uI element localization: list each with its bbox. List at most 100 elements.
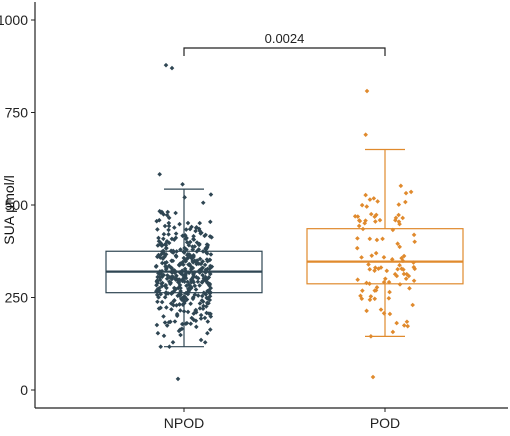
data-point: [355, 277, 360, 283]
data-point: [155, 287, 160, 292]
data-point: [189, 315, 195, 321]
data-point: [197, 269, 203, 275]
data-point: [175, 293, 181, 299]
data-point: [375, 199, 380, 204]
data-point: [398, 183, 404, 189]
data-point: [182, 266, 188, 272]
data-point: [195, 293, 201, 298]
data-point: [159, 299, 165, 305]
y-tick-label: 1000: [0, 12, 28, 28]
data-point: [188, 321, 194, 327]
data-point: [362, 220, 368, 226]
data-point: [182, 245, 187, 251]
data-point: [396, 202, 402, 207]
data-point: [161, 251, 167, 256]
data-point: [191, 233, 196, 239]
data-point: [185, 220, 191, 226]
data-point: [163, 62, 169, 68]
data-point: [411, 260, 416, 265]
data-point: [412, 266, 418, 272]
data-point: [209, 234, 214, 240]
data-point: [180, 259, 186, 265]
data-point: [176, 328, 182, 334]
data-point: [202, 315, 208, 321]
data-point: [174, 273, 179, 279]
data-point: [178, 247, 183, 252]
data-point: [155, 299, 160, 305]
data-point: [159, 249, 165, 254]
data-point: [356, 218, 362, 223]
data-point: [397, 221, 402, 227]
data-point: [171, 285, 177, 291]
data-point: [403, 190, 409, 196]
data-point: [154, 322, 160, 328]
data-point: [154, 288, 159, 294]
data-point: [178, 285, 183, 291]
data-point: [396, 219, 402, 225]
data-point: [374, 285, 380, 290]
data-point: [205, 258, 210, 264]
data-point: [366, 262, 371, 267]
data-point: [194, 324, 199, 330]
data-point: [186, 270, 192, 276]
data-point: [356, 223, 362, 229]
data-point: [159, 209, 165, 215]
data-point: [188, 266, 194, 272]
data-point: [205, 266, 210, 272]
data-point: [363, 192, 368, 198]
data-point: [163, 242, 169, 248]
data-point: [394, 320, 399, 326]
data-point: [207, 291, 213, 296]
data-point: [188, 301, 193, 307]
data-point: [190, 295, 196, 300]
data-point: [169, 307, 174, 312]
data-point: [207, 269, 213, 275]
data-point: [202, 233, 207, 239]
data-point: [168, 301, 174, 306]
data-point: [169, 268, 175, 274]
data-point: [397, 262, 402, 268]
data-point: [192, 244, 197, 249]
data-point: [359, 296, 365, 302]
data-point: [202, 262, 208, 268]
data-point: [201, 290, 207, 296]
data-point: [200, 249, 206, 254]
data-point: [169, 265, 174, 271]
data-point: [159, 274, 165, 280]
data-point: [163, 266, 169, 272]
data-point: [401, 253, 407, 259]
data-point: [157, 208, 162, 214]
data-point: [373, 219, 378, 224]
data-point: [182, 233, 188, 238]
data-point: [157, 288, 162, 293]
data-point: [359, 202, 365, 208]
data-point: [207, 263, 213, 269]
data-point: [390, 329, 396, 335]
data-point: [162, 254, 167, 259]
data-point: [401, 271, 407, 277]
data-point: [167, 274, 173, 280]
data-point: [161, 333, 167, 339]
data-point: [195, 275, 201, 281]
data-point: [170, 290, 176, 295]
data-point: [164, 212, 170, 218]
data-point: [200, 278, 205, 284]
data-point: [186, 242, 192, 248]
data-point: [175, 376, 181, 382]
data-point: [182, 294, 188, 300]
data-point: [192, 270, 197, 275]
data-point: [411, 278, 417, 284]
data-point: [159, 268, 165, 274]
data-point: [367, 197, 373, 202]
data-point: [196, 242, 202, 248]
data-point: [368, 334, 374, 339]
data-point: [411, 232, 417, 238]
data-point: [395, 241, 400, 247]
data-point: [174, 303, 179, 308]
data-point: [198, 337, 204, 343]
data-point: [193, 287, 199, 292]
data-point: [368, 294, 374, 299]
data-point: [199, 293, 205, 299]
data-point: [163, 282, 169, 288]
data-point: [179, 321, 185, 327]
